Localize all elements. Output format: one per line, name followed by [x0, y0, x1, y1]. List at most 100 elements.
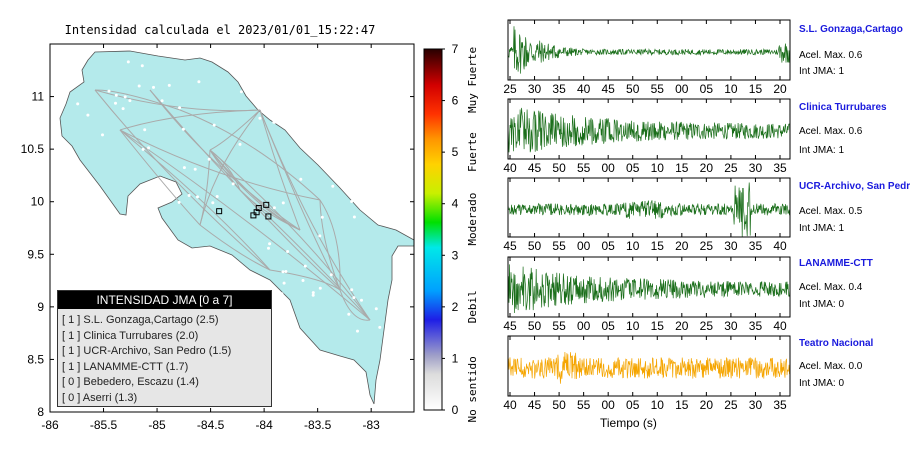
x-tick-label: -83.5 [304, 418, 332, 432]
trace-tick-label: 40 [503, 161, 517, 175]
trace-tick-label: 55 [552, 239, 566, 253]
x-tick-label: -84.5 [197, 418, 225, 432]
road [269, 269, 341, 291]
town-dot [121, 107, 125, 111]
y-tick-label: 8 [37, 405, 44, 419]
y-tick-label: 10 [31, 195, 45, 209]
town-dot [350, 200, 354, 203]
x-tick-label: -86 [41, 418, 59, 432]
road [319, 199, 341, 291]
trace-tick-label: 35 [749, 319, 763, 333]
trace-station-name: Teatro Nacional [799, 338, 874, 349]
colorbar-tick-label: 1 [452, 351, 459, 365]
town-dot [279, 97, 283, 101]
town-dot [152, 85, 155, 89]
trace-panel: 25 30 35 40 45 50 55 00 05 10 15 20 [503, 19, 791, 96]
legend-item: [ 1 ] Clinica Turrubares (2.0) [62, 329, 199, 342]
town-dot [86, 113, 90, 117]
x-tick-label: -85.5 [90, 418, 118, 432]
trace-panels: 25 30 35 40 45 50 55 00 05 10 15 20 40 45 50 55 00 05 10 15… [503, 19, 791, 412]
town-dot [137, 84, 141, 88]
y-tick-label: 8.5 [27, 352, 44, 366]
town-dot [239, 90, 243, 94]
road [94, 89, 271, 271]
y-tick-label: 10.5 [21, 142, 45, 156]
trace-tick-label: 35 [749, 239, 763, 253]
trace-tick-label: 25 [724, 398, 738, 412]
trace-tick-label: 25 [724, 161, 738, 175]
trace-acel-max: Acel. Max. 0.4 [799, 282, 863, 293]
town-dot [281, 270, 285, 274]
trace-tick-label: 50 [528, 319, 542, 333]
colorbar-tick-label: 6 [452, 94, 459, 108]
town-dot [140, 64, 144, 68]
road [209, 109, 261, 151]
town-dot [196, 195, 199, 199]
trace-tick-label: 00 [602, 161, 616, 175]
trace-acel-max: Acel. Max. 0.5 [799, 206, 863, 217]
town-dot [267, 246, 270, 250]
trace-frame [507, 256, 791, 318]
colorbar-tick-label: 2 [452, 300, 459, 314]
town-dot [303, 264, 307, 268]
town-dot [193, 167, 197, 171]
trace-frame [507, 335, 791, 397]
town-dot [215, 195, 219, 198]
trace-tick-label: 00 [577, 239, 591, 253]
trace-tick-label: 00 [577, 319, 591, 333]
station-marker [255, 205, 262, 212]
town-dot [292, 117, 296, 121]
trace-tick-label: 55 [577, 398, 591, 412]
station-marker [250, 212, 257, 219]
town-dot [318, 286, 322, 290]
trace-frame [507, 19, 791, 81]
trace-panel: 40 45 50 55 00 05 10 15 20 25 30 35 [503, 98, 791, 175]
town-dot [143, 128, 147, 132]
town-dot [126, 60, 130, 64]
town-dot [181, 127, 185, 131]
town-dot [268, 242, 272, 246]
town-dot [281, 201, 285, 205]
trace-panel: 45 50 55 00 05 10 15 20 25 30 35 40 [503, 177, 791, 253]
colorbar-tick-label: 7 [452, 42, 459, 56]
town-dot [318, 234, 322, 238]
trace-tick-label: 05 [602, 319, 616, 333]
road [199, 224, 271, 271]
town-dot [352, 296, 356, 300]
road [119, 129, 201, 226]
waveform [507, 107, 791, 153]
map-frame [49, 43, 415, 413]
trace-tick-label: 35 [773, 398, 787, 412]
trace-tick-label: 15 [675, 161, 689, 175]
trace-tick-label: 50 [626, 82, 640, 96]
town-dot [301, 279, 305, 282]
town-dot [177, 200, 181, 204]
town-dot [329, 273, 333, 277]
colorbar-category-label: No sentido [466, 356, 479, 422]
trace-station-name: LANAMME-CTT [799, 258, 873, 269]
trace-station-name: S.L. Gonzaga,Cartago [799, 24, 903, 35]
town-dot [197, 80, 201, 84]
trace-tick-label: 10 [626, 239, 640, 253]
x-tick-label: -83 [363, 418, 381, 432]
trace-tick-label: 55 [651, 82, 665, 96]
trace-tick-label: 15 [651, 319, 665, 333]
town-dot [311, 291, 315, 295]
road [209, 149, 371, 321]
colorbar-tick-label: 4 [452, 197, 459, 211]
town-dot [282, 281, 286, 285]
colorbar-tick-label: 3 [452, 248, 459, 262]
town-dot [141, 147, 145, 151]
trace-frame [507, 177, 791, 238]
trace-int-jma: Int JMA: 1 [799, 145, 845, 156]
trace-tick-label: 30 [724, 239, 738, 253]
legend-item: [ 1 ] UCR-Archivo, San Pedro (1.5) [62, 345, 232, 357]
trace-tick-label: 25 [503, 82, 517, 96]
trace-tick-label: 25 [700, 239, 714, 253]
road [209, 149, 241, 191]
intensity-colorbar: 0 1 2 3 4 5 6 7 No sentido Debil Moderado Fuerte Muy… [423, 42, 479, 422]
town-dot [187, 194, 191, 197]
trace-tick-label: 30 [528, 82, 542, 96]
town-dot [160, 99, 164, 103]
trace-acel-max: Acel. Max. 0.6 [799, 50, 863, 61]
